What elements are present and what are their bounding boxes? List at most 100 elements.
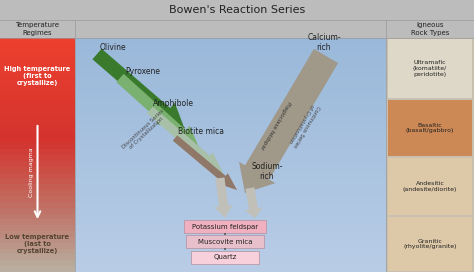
Bar <box>0 108 75 114</box>
Bar <box>75 54 386 61</box>
Bar <box>0 231 75 237</box>
Text: Granitic
(rhyolite/granite): Granitic (rhyolite/granite) <box>403 239 457 249</box>
Bar <box>0 161 75 167</box>
Bar <box>0 254 75 260</box>
Bar <box>75 171 386 178</box>
Bar <box>0 249 75 254</box>
Bar <box>0 97 75 102</box>
Text: Cooling magma: Cooling magma <box>29 148 34 197</box>
Bar <box>75 116 386 124</box>
Bar <box>0 120 75 126</box>
Bar <box>0 260 75 266</box>
Bar <box>75 38 386 46</box>
Text: Plagioclase feldspar: Plagioclase feldspar <box>259 100 292 150</box>
Bar <box>0 202 75 208</box>
Bar <box>0 132 75 137</box>
Text: Biotite mica: Biotite mica <box>178 127 224 136</box>
Text: Sodium-
rich: Sodium- rich <box>251 162 283 181</box>
Bar <box>0 143 75 149</box>
Bar <box>75 194 386 202</box>
Bar <box>75 46 386 54</box>
Text: Temperature
Regimes: Temperature Regimes <box>16 23 60 36</box>
Text: Potassium feldspar: Potassium feldspar <box>192 224 258 230</box>
Bar <box>75 217 386 225</box>
Bar <box>75 124 386 132</box>
Polygon shape <box>245 187 263 218</box>
Bar <box>75 69 386 77</box>
Bar <box>75 77 386 85</box>
Bar <box>0 85 75 91</box>
Bar <box>0 208 75 214</box>
Bar <box>388 39 472 98</box>
Bar <box>0 73 75 79</box>
Polygon shape <box>92 49 185 130</box>
Bar <box>0 126 75 132</box>
Text: Low temperature
(last to
crystallize): Low temperature (last to crystallize) <box>6 234 70 254</box>
Bar <box>75 85 386 92</box>
Bar <box>75 61 386 69</box>
Bar <box>0 243 75 249</box>
Bar <box>0 225 75 231</box>
Bar <box>386 38 474 272</box>
Text: Olivine: Olivine <box>100 43 127 52</box>
Bar <box>388 158 472 215</box>
Bar <box>0 237 75 243</box>
Bar <box>75 100 386 108</box>
Bar <box>0 266 75 272</box>
Bar <box>0 102 75 108</box>
Bar <box>75 225 386 233</box>
Bar <box>0 214 75 219</box>
Bar <box>0 50 75 55</box>
Bar <box>0 155 75 161</box>
Text: Amphibole: Amphibole <box>153 99 194 108</box>
Text: High temperature
(first to
crystallize): High temperature (first to crystallize) <box>4 66 71 86</box>
Bar <box>0 91 75 97</box>
Bar <box>75 241 386 249</box>
Bar <box>75 256 386 264</box>
Bar <box>186 235 264 248</box>
Bar <box>0 67 75 73</box>
Bar <box>0 44 75 50</box>
Text: Ultramafic
(komatiite/
peridotite): Ultramafic (komatiite/ peridotite) <box>413 60 447 77</box>
Polygon shape <box>147 107 223 173</box>
Bar <box>0 0 474 20</box>
Bar <box>0 149 75 155</box>
Text: Andesitic
(andesite/diorite): Andesitic (andesite/diorite) <box>403 181 457 192</box>
Bar <box>75 92 386 100</box>
Bar <box>75 147 386 155</box>
Bar <box>75 178 386 186</box>
Bar <box>0 137 75 143</box>
Bar <box>75 249 386 256</box>
Bar <box>0 184 75 190</box>
Bar <box>0 79 75 85</box>
Text: Continuous Series
of Crystallization: Continuous Series of Crystallization <box>287 101 320 148</box>
Bar <box>0 55 75 61</box>
Bar <box>0 219 75 225</box>
Bar <box>0 196 75 202</box>
Bar <box>0 167 75 172</box>
Text: Muscovite mica: Muscovite mica <box>198 239 252 245</box>
Bar <box>75 155 386 163</box>
Bar <box>75 186 386 194</box>
Bar <box>75 108 386 116</box>
Bar <box>75 210 386 217</box>
Bar <box>0 38 75 44</box>
Text: Discontinuous Series
of Crystallization: Discontinuous Series of Crystallization <box>121 109 169 154</box>
Bar <box>184 220 266 233</box>
Bar <box>75 202 386 210</box>
Text: •: • <box>223 247 227 253</box>
Bar <box>75 163 386 171</box>
Bar <box>388 217 472 271</box>
Text: Igneous
Rock Types: Igneous Rock Types <box>411 23 449 36</box>
Polygon shape <box>173 135 237 190</box>
Text: Calcium-
rich: Calcium- rich <box>307 33 341 52</box>
Polygon shape <box>215 177 232 218</box>
Bar <box>0 172 75 178</box>
Bar <box>75 139 386 147</box>
Text: •: • <box>223 232 227 238</box>
Bar <box>75 233 386 241</box>
Polygon shape <box>239 49 338 193</box>
Text: Quartz: Quartz <box>213 255 237 261</box>
Bar <box>0 190 75 196</box>
Polygon shape <box>116 74 200 150</box>
